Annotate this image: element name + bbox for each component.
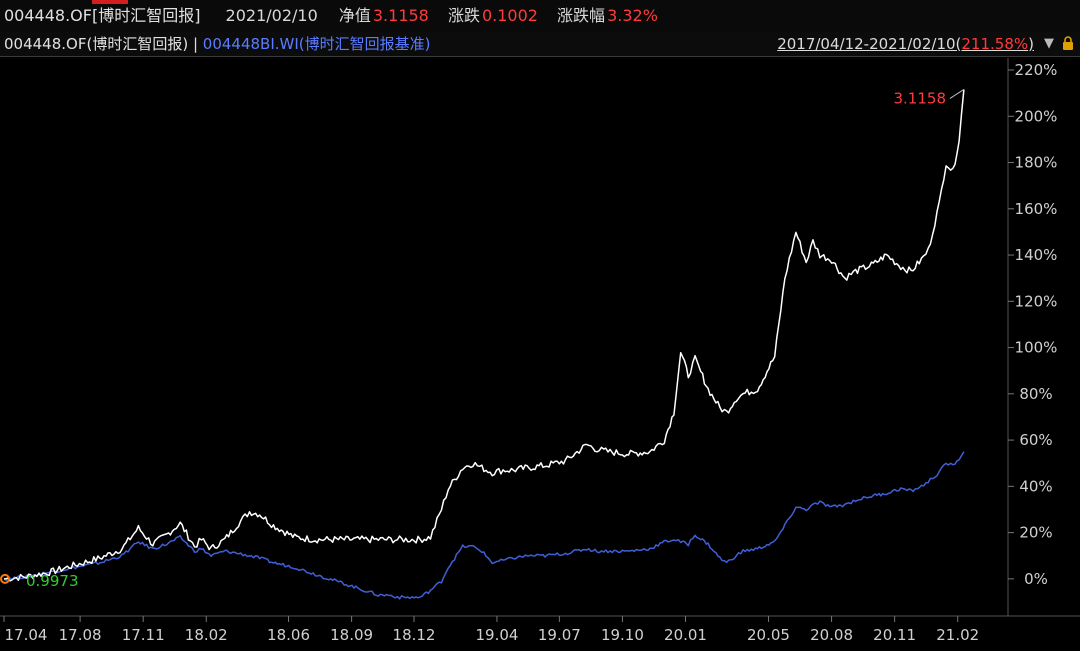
performance-chart[interactable]: 220% 200% 180% 160% 140% 120% 100% 80% 60% 40% 20%… bbox=[0, 56, 1080, 651]
x-tick-label: 17.08 bbox=[59, 626, 102, 644]
x-tick-label: 19.04 bbox=[475, 626, 518, 644]
x-tick-label: 18.06 bbox=[267, 626, 310, 644]
y-tick-label: 60% bbox=[1019, 431, 1052, 449]
range-prefix: 2017/04/12-2021/02/10( bbox=[777, 35, 962, 53]
y-tick-label: 80% bbox=[1019, 385, 1052, 403]
x-tick-label: 17.11 bbox=[122, 626, 165, 644]
y-tick-label: 220% bbox=[1015, 61, 1058, 79]
fund-code[interactable]: 004448.OF[博时汇智回报] bbox=[4, 6, 201, 25]
y-tick-label: 120% bbox=[1015, 292, 1058, 310]
legend-fund[interactable]: 004448.OF(博时汇智回报) bbox=[4, 35, 189, 53]
change-pct-value: 3.32% bbox=[607, 6, 658, 25]
x-tick-label: 19.10 bbox=[601, 626, 644, 644]
y-tick-label: 0% bbox=[1024, 570, 1048, 588]
y-tick-label: 40% bbox=[1019, 477, 1052, 495]
date-range-selector[interactable]: 2017/04/12-2021/02/10(211.58%) bbox=[777, 32, 1034, 56]
x-tick-label: 20.11 bbox=[873, 626, 916, 644]
range-return: 211.58% bbox=[961, 35, 1029, 53]
end-value-pointer bbox=[949, 89, 965, 99]
x-tick-label: 21.02 bbox=[936, 626, 979, 644]
y-tick-label: 20% bbox=[1019, 524, 1052, 542]
series-lines bbox=[3, 89, 965, 600]
change-value: 0.1002 bbox=[481, 6, 538, 25]
y-tick-label: 100% bbox=[1015, 339, 1058, 357]
x-tick-label: 20.08 bbox=[810, 626, 853, 644]
header-divider bbox=[0, 56, 1080, 57]
end-value-label: 3.1158 bbox=[894, 89, 947, 107]
x-tick-label: 19.07 bbox=[538, 626, 581, 644]
start-point-marker bbox=[0, 573, 10, 584]
start-value-label: 0.9973 bbox=[26, 572, 79, 590]
quote-header: 004448.OF[博时汇智回报] 2021/02/10 净值 3.1158 涨跌… bbox=[0, 0, 1080, 32]
change-pct-label: 涨跌幅 bbox=[557, 6, 606, 25]
x-axis: 17.04 17.08 17.11 18.02 18.06 18.09 18.12 19.04… bbox=[3, 616, 979, 644]
x-tick-label: 18.12 bbox=[393, 626, 436, 644]
lock-icon[interactable] bbox=[1062, 36, 1074, 50]
change-label: 涨跌 bbox=[447, 6, 480, 25]
x-tick-label: 20.05 bbox=[747, 626, 790, 644]
x-tick-label: 18.02 bbox=[185, 626, 228, 644]
nav-label: 净值 bbox=[338, 6, 371, 25]
y-axis: 220% 200% 180% 160% 140% 120% 100% 80% 60% 40% 20%… bbox=[1008, 61, 1057, 588]
legend-benchmark[interactable]: 004448BI.WI(博时汇智回报基准) bbox=[202, 35, 431, 53]
annotations: 0.9973 3.1158 bbox=[0, 89, 965, 590]
series-legend-bar: 004448.OF(博时汇智回报) | 004448BI.WI(博时汇智回报基准… bbox=[0, 32, 1080, 56]
y-tick-label: 180% bbox=[1015, 154, 1058, 172]
legend-separator: | bbox=[192, 35, 199, 53]
quote-date: 2021/02/10 bbox=[225, 6, 318, 25]
range-suffix: ) bbox=[1028, 35, 1034, 53]
x-tick-label: 17.04 bbox=[5, 626, 48, 644]
y-tick-label: 140% bbox=[1015, 246, 1058, 264]
y-tick-label: 200% bbox=[1015, 107, 1058, 125]
benchmark-line bbox=[3, 451, 965, 600]
fund-nav-line bbox=[3, 89, 965, 582]
x-tick-label: 20.01 bbox=[664, 626, 707, 644]
y-tick-label: 160% bbox=[1015, 200, 1058, 218]
nav-value: 3.1158 bbox=[372, 6, 429, 25]
x-tick-label: 18.09 bbox=[330, 626, 373, 644]
active-tab-indicator bbox=[92, 0, 128, 4]
triangle-down-icon[interactable]: ▼ bbox=[1044, 36, 1054, 51]
